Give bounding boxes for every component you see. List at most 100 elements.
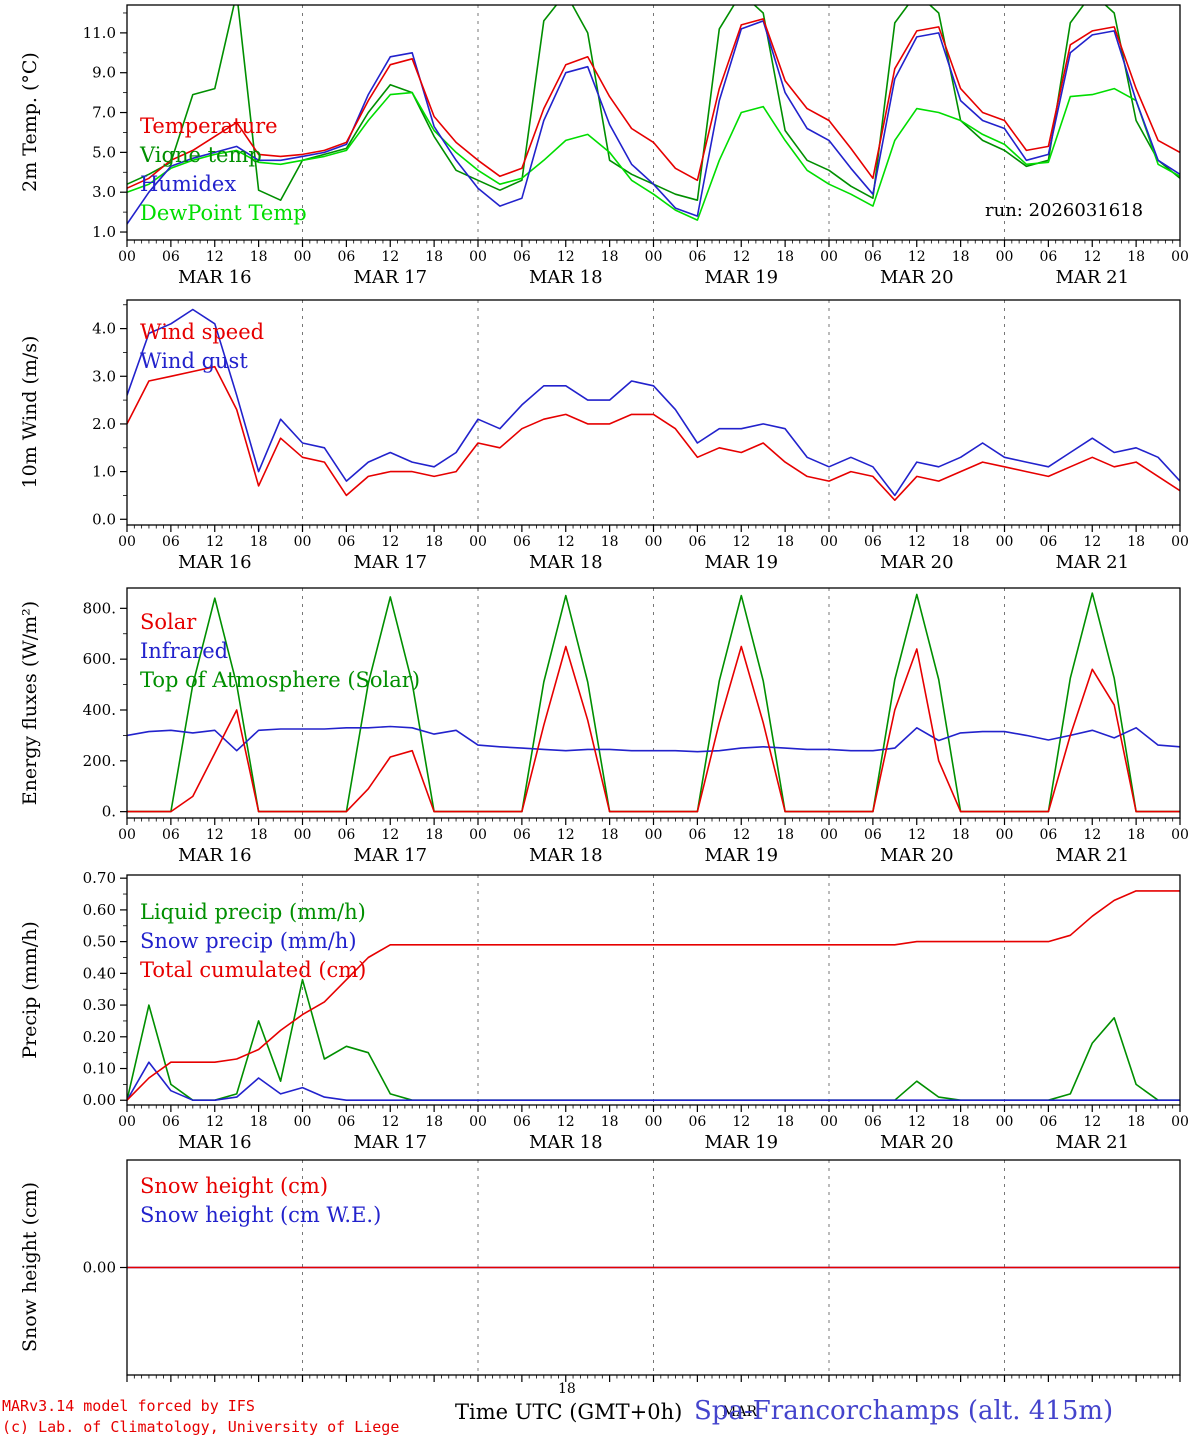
hour-tick-label: 12 — [908, 249, 926, 265]
series-dewpoint-temp — [127, 87, 1180, 221]
hour-tick-label: 06 — [162, 534, 180, 550]
y-tick-label: 5.0 — [92, 143, 116, 161]
series-wind-speed — [127, 365, 1180, 502]
hour-tick-label: 12 — [381, 534, 399, 550]
hour-tick-label: 12 — [381, 249, 399, 265]
hour-tick-label: 18 — [952, 827, 970, 843]
hour-tick-label: 00 — [1171, 1114, 1189, 1130]
hour-tick-label: 18 — [250, 827, 268, 843]
hour-tick-label: 12 — [732, 249, 750, 265]
hour-tick-label: 06 — [513, 827, 531, 843]
y-tick-label: 9.0 — [92, 64, 116, 82]
y-tick-label: 0. — [102, 803, 116, 821]
hour-tick-label: 06 — [337, 1114, 355, 1130]
day-label: MAR 18 — [529, 552, 603, 573]
legend-solar: Solar — [140, 610, 197, 634]
hour-tick-label: 12 — [557, 1114, 575, 1130]
legend-vigne-temp: Vigne temp — [140, 143, 262, 167]
hour-tick-label: 18 — [1127, 249, 1145, 265]
hour-tick-label: 12 — [732, 827, 750, 843]
hour-tick-label: 12 — [206, 249, 224, 265]
hour-tick-label: 12 — [381, 827, 399, 843]
hour-tick-label: 12 — [908, 827, 926, 843]
hour-tick-label: 00 — [820, 249, 838, 265]
hour-tick-label: 06 — [513, 534, 531, 550]
y-tick-label: 4.0 — [92, 320, 116, 338]
hour-tick-label: 06 — [1039, 249, 1057, 265]
hour-tick-label: 18 — [250, 534, 268, 550]
legend-snow-height-cm: Snow height (cm) — [140, 1174, 329, 1198]
hour-tick-label: 06 — [337, 534, 355, 550]
y-tick-label: 11.0 — [83, 24, 116, 42]
day-label: MAR 20 — [880, 552, 954, 573]
hour-tick-label: 06 — [864, 827, 882, 843]
series-temperature — [127, 18, 1180, 189]
day-label: MAR 21 — [1055, 552, 1129, 573]
legend-panel-snow-height: Snow height (cm) Snow height (cm W.E.) — [140, 1172, 381, 1230]
credit-line-2: (c) Lab. of Climatology, University of L… — [2, 1418, 400, 1436]
y-tick-label: 0.40 — [83, 964, 116, 982]
day-label: MAR 19 — [704, 1132, 778, 1153]
legend-wind-speed: Wind speed — [140, 320, 265, 344]
hour-tick-label: 12 — [557, 249, 575, 265]
day-label: MAR 17 — [353, 267, 427, 288]
hour-tick-label: 00 — [1171, 827, 1189, 843]
day-label: MAR 21 — [1055, 1132, 1129, 1153]
hour-tick-label: 00 — [996, 249, 1014, 265]
y-tick-label: 7.0 — [92, 104, 116, 122]
legend-snow-precip-mm-h: Snow precip (mm/h) — [140, 929, 357, 953]
hour-tick-label: 18 — [250, 1114, 268, 1130]
day-label: MAR 16 — [178, 845, 252, 866]
legend-panel-energy: Solar Infrared Top of Atmosphere (Solar) — [140, 608, 420, 695]
hour-tick-label: 12 — [206, 1114, 224, 1130]
y-tick-label: 3.0 — [92, 367, 116, 385]
hour-tick-label: 00 — [645, 1114, 663, 1130]
hour-tick-label: 00 — [294, 534, 312, 550]
hour-tick-label: 00 — [118, 534, 136, 550]
hour-tick-label: 06 — [1039, 1114, 1057, 1130]
day-label: MAR 17 — [353, 845, 427, 866]
hour-tick-label: 18 — [952, 534, 970, 550]
hour-tick-label: 12 — [1083, 1114, 1101, 1130]
legend-humidex: Humidex — [140, 172, 237, 196]
hour-tick-label: 18 — [952, 249, 970, 265]
run-label: run: 2026031618 — [985, 200, 1144, 221]
hour-tick-label: 00 — [294, 827, 312, 843]
hour-tick-label: 00 — [469, 1114, 487, 1130]
hour-tick-label: 12 — [1083, 827, 1101, 843]
day-label: MAR 20 — [880, 267, 954, 288]
y-tick-label: 600. — [83, 650, 116, 668]
day-label: MAR 18 — [529, 267, 603, 288]
hour-tick-label: 12 — [732, 1114, 750, 1130]
y-tick-label: 0.00 — [83, 1259, 116, 1277]
station-title: Spa-Francorchamps (alt. 415m) — [694, 1396, 1114, 1426]
legend-snow-height-cm-w-e: Snow height (cm W.E.) — [140, 1203, 382, 1227]
hour-tick-label: 00 — [469, 249, 487, 265]
hour-tick-label: 18 — [601, 534, 619, 550]
hour-tick-label: 12 — [557, 827, 575, 843]
day-label: MAR 19 — [704, 552, 778, 573]
series-humidex — [127, 20, 1180, 225]
legend-total-cumulated-cm: Total cumulated (cm) — [140, 958, 367, 982]
y-tick-label: 1.0 — [92, 223, 116, 241]
series-solar — [127, 645, 1180, 813]
hour-tick-label: 06 — [1039, 827, 1057, 843]
x-tick-remnant-18: 18 — [558, 1381, 576, 1397]
hour-tick-label: 00 — [996, 1114, 1014, 1130]
legend-panel-temperature: Temperature Vigne temp Humidex DewPoint Tem… — [140, 112, 307, 228]
hour-tick-label: 18 — [425, 1114, 443, 1130]
legend-dewpoint-temp: DewPoint Temp — [140, 201, 307, 225]
hour-tick-label: 18 — [425, 249, 443, 265]
hour-tick-label: 18 — [425, 534, 443, 550]
hour-tick-label: 18 — [601, 1114, 619, 1130]
day-label: MAR 20 — [880, 1132, 954, 1153]
x-label-remnant-mar: MAR — [722, 1404, 757, 1420]
y-tick-label: 0.10 — [83, 1060, 116, 1078]
legend-temperature: Temperature — [140, 114, 278, 138]
hour-tick-label: 18 — [601, 249, 619, 265]
y-tick-label: 0.60 — [83, 901, 116, 919]
series-infrared — [127, 725, 1180, 753]
hour-tick-label: 00 — [469, 827, 487, 843]
hour-tick-label: 18 — [776, 249, 794, 265]
